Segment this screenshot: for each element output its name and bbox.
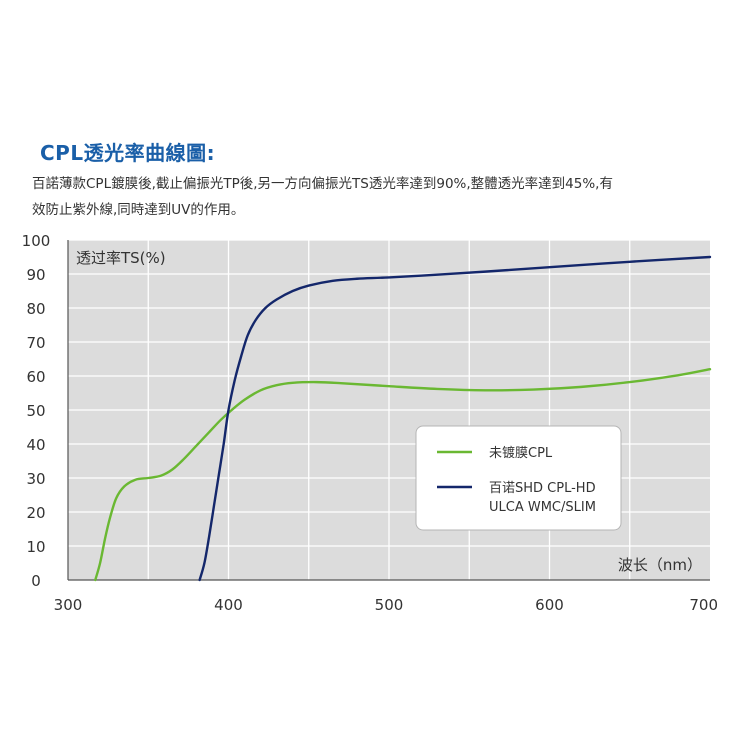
legend-label-2-line-2: ULCA WMC/SLIM	[489, 500, 596, 515]
tick-labels: 0 10 20 30 40 50 60 70 80 90 100 300 400 500 600 700 透过率…	[22, 232, 718, 614]
y-tick-label: 20	[26, 504, 45, 522]
y-tick-label: 80	[26, 300, 45, 318]
x-tick-label: 300	[54, 596, 83, 614]
y-tick-label: 0	[31, 572, 41, 590]
grid	[68, 239, 710, 580]
x-tick-label: 600	[535, 596, 564, 614]
x-axis-label: 波长（nm）	[618, 556, 702, 574]
chart-title: CPL透光率曲線圖:	[40, 141, 216, 165]
y-tick-label: 10	[26, 538, 45, 556]
y-tick-label: 90	[26, 266, 45, 284]
y-tick-label: 70	[26, 334, 45, 352]
legend-label-1: 未镀膜CPL	[489, 445, 553, 461]
y-tick-label: 40	[26, 436, 45, 454]
legend: 未镀膜CPL 百诺SHD CPL-HD ULCA WMC/SLIM	[415, 425, 622, 531]
x-tick-label: 700	[689, 596, 718, 614]
y-axis-label: 透过率TS(%)	[76, 249, 166, 267]
y-tick-label: 50	[26, 402, 45, 420]
y-tick-label: 30	[26, 470, 45, 488]
legend-label-2: 百诺SHD CPL-HD ULCA WMC/SLIM	[489, 481, 596, 515]
x-tick-label: 400	[214, 596, 243, 614]
y-tick-label: 100	[22, 232, 51, 250]
x-tick-label: 500	[375, 596, 404, 614]
series-lines	[94, 255, 712, 582]
legend-label-2-line-1: 百诺SHD CPL-HD	[489, 481, 596, 496]
description-line-2: 效防止紫外線,同時達到UV的作用。	[32, 202, 245, 218]
axes	[67, 240, 710, 581]
description-line-1: 百諾薄款CPL鍍膜後,截止偏振光TP後,另一方向偏振光TS透光率達到90%,整體…	[32, 176, 613, 192]
y-tick-label: 60	[26, 368, 45, 386]
series-line-1	[94, 368, 712, 582]
series-line-2	[198, 255, 712, 582]
